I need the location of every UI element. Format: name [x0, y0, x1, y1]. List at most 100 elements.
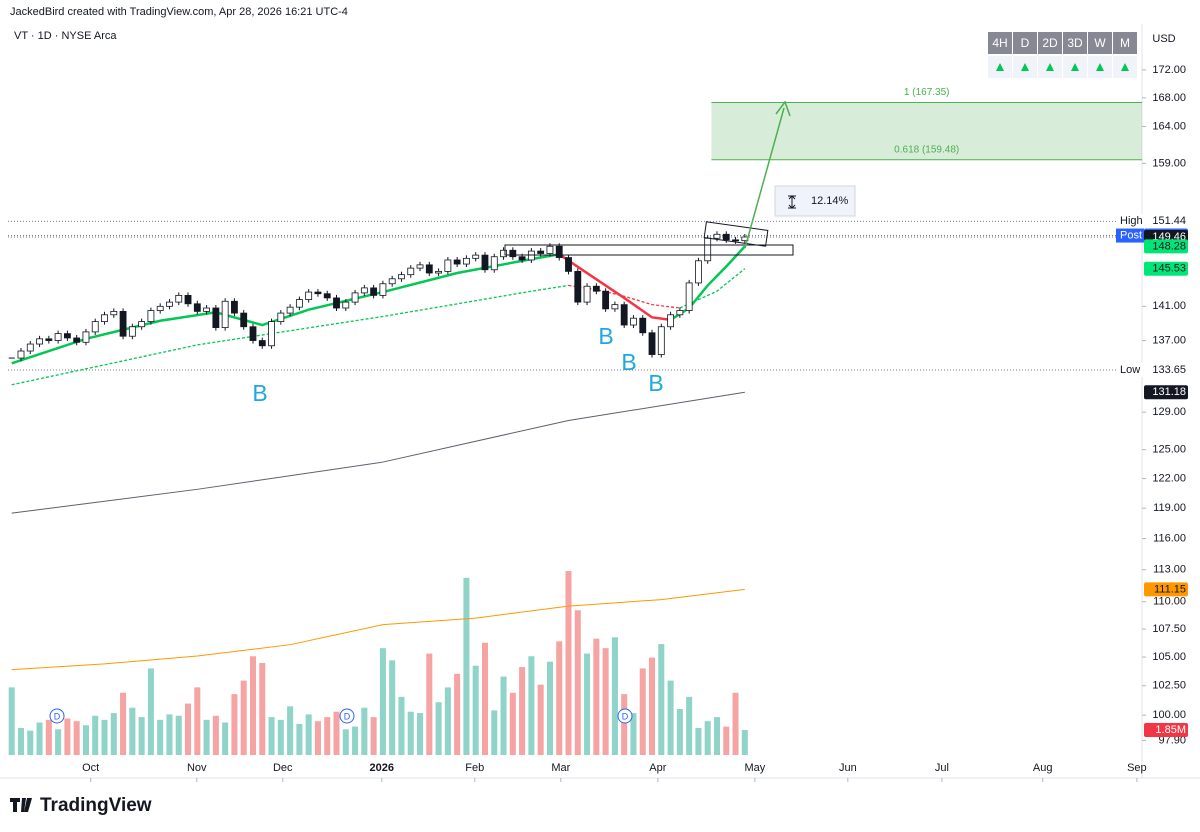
wave-label: B — [252, 380, 267, 406]
timeframe-button[interactable] — [1088, 32, 1112, 54]
volume-bar — [621, 694, 628, 755]
volume-bar — [166, 714, 173, 755]
timeframe-button[interactable] — [1038, 32, 1062, 54]
dividend-marker[interactable] — [49, 708, 65, 724]
x-tick-label: Apr — [649, 762, 666, 774]
candle — [101, 314, 108, 323]
volume-bar — [370, 717, 377, 755]
candle — [574, 270, 582, 303]
volume-bar — [398, 696, 405, 755]
volume-bar — [157, 719, 164, 755]
candle — [435, 270, 443, 274]
volume-bar — [491, 710, 498, 755]
candle — [527, 250, 535, 261]
candle — [54, 333, 62, 341]
volume-tag — [1144, 722, 1188, 737]
volume-bar — [630, 713, 637, 755]
volume-bar — [185, 703, 192, 755]
candle — [704, 237, 712, 262]
y-tick-label: 100.00 — [1152, 709, 1186, 721]
volume-bar — [528, 656, 535, 755]
candle — [249, 326, 257, 341]
y-tick-label: 172.00 — [1152, 64, 1186, 76]
candle — [444, 259, 452, 272]
x-tick-label: May — [744, 762, 765, 774]
y-tick-label: 107.50 — [1152, 623, 1186, 635]
timeframe-button[interactable] — [1013, 32, 1037, 54]
dividend-marker[interactable] — [339, 708, 355, 724]
price-tag-name: High — [1120, 215, 1143, 227]
y-tick-label: 102.50 — [1152, 680, 1186, 692]
y-tick-label: 97.90 — [1158, 734, 1186, 746]
candle — [398, 274, 405, 280]
volume-bar — [611, 637, 618, 755]
volume-bar — [417, 713, 424, 755]
candle — [323, 293, 331, 299]
candle — [305, 291, 313, 300]
volume-bar — [713, 717, 720, 755]
volume-bar — [593, 638, 600, 755]
arrow-head — [775, 100, 791, 117]
indicator-line — [679, 268, 746, 309]
flag-box — [703, 221, 769, 247]
volume-bar — [8, 687, 15, 755]
volume-bar — [175, 715, 182, 755]
volume-bar — [212, 715, 219, 755]
candle — [537, 250, 545, 254]
candle — [648, 332, 656, 355]
volume-bar — [36, 722, 43, 755]
candle — [184, 294, 192, 305]
timeframe-signal — [1071, 63, 1079, 71]
y-tick-label: 129.00 — [1152, 406, 1186, 418]
x-tick-label: Dec — [273, 762, 293, 774]
y-tick-label: 113.00 — [1153, 564, 1186, 576]
volume-bar — [704, 721, 711, 755]
volume-bar — [584, 653, 591, 755]
volume-bar — [639, 668, 646, 755]
x-tick-label: Aug — [1033, 762, 1053, 774]
candle — [156, 305, 164, 311]
brand: TradingView — [10, 795, 152, 816]
x-tick-label: Jul — [935, 762, 949, 774]
indicator-line — [568, 284, 680, 309]
candle — [82, 331, 90, 343]
range-box — [504, 244, 794, 256]
candle — [147, 310, 155, 323]
timeframe-button[interactable] — [1063, 32, 1087, 54]
dividend-label: D — [622, 711, 629, 721]
y-tick-label: 119.00 — [1153, 502, 1186, 514]
price-tag-name: Low — [1120, 364, 1140, 376]
candle — [416, 264, 424, 269]
volume-bar — [352, 726, 359, 755]
candle — [128, 326, 136, 337]
volume-bar — [389, 660, 396, 755]
volume-bar — [324, 717, 331, 755]
volume-bar — [426, 653, 433, 755]
candle — [592, 285, 600, 292]
timeframe-button[interactable] — [1113, 32, 1137, 54]
price-tag — [1144, 582, 1188, 597]
volume-bar — [602, 648, 609, 755]
volume-tag-label: 1.85M — [1155, 724, 1186, 736]
volume-bar — [379, 648, 386, 755]
volume-bar — [500, 676, 507, 755]
volume-bar — [342, 729, 349, 755]
indicator-line — [11, 391, 745, 514]
candle — [500, 249, 507, 258]
dividend-marker[interactable] — [617, 708, 633, 724]
volume-bar — [64, 718, 71, 755]
currency[interactable]: USD — [1152, 33, 1175, 45]
candle — [518, 256, 526, 261]
credit: JackedBird created with TradingView.com,… — [10, 6, 348, 18]
candle — [351, 292, 359, 303]
candle — [175, 294, 183, 303]
volume-bar — [120, 692, 127, 755]
measure-value: 12.14% — [811, 195, 849, 207]
volume-bar — [361, 707, 368, 755]
price-tag — [1144, 214, 1188, 229]
price-tag-name-bg — [1116, 363, 1144, 378]
candle — [490, 256, 498, 271]
timeframe-button[interactable] — [988, 32, 1012, 54]
y-tick-label: 122.00 — [1152, 472, 1186, 484]
volume-bar — [305, 714, 312, 755]
